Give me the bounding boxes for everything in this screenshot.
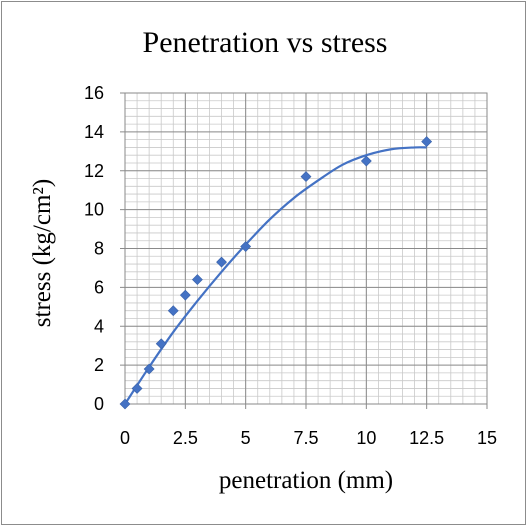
data-point xyxy=(300,171,312,183)
y-axis-ticks: 0 2 4 6 8 10 12 14 16 xyxy=(84,83,125,414)
data-point xyxy=(216,256,227,268)
trendline xyxy=(124,146,427,405)
x-tick-label: 0 xyxy=(120,428,130,448)
y-axis-label: stress (kg/cm²) xyxy=(29,179,56,327)
y-tick-label: 6 xyxy=(94,277,104,297)
data-point xyxy=(421,136,433,148)
chart-title: Penetration vs stress xyxy=(143,26,388,59)
x-axis-label: penetration (mm) xyxy=(219,467,393,494)
x-axis-ticks: 0 2.5 5 7.5 10 12.5 15 xyxy=(120,404,497,448)
y-tick-label: 4 xyxy=(94,316,104,336)
data-points xyxy=(119,136,433,410)
trend-curve xyxy=(124,146,427,405)
y-tick-label: 8 xyxy=(94,239,104,259)
y-tick-label: 14 xyxy=(84,122,104,142)
data-point xyxy=(131,383,143,394)
y-tick-label: 10 xyxy=(84,200,104,220)
data-point xyxy=(167,305,179,317)
x-tick-label: 7.5 xyxy=(293,428,318,448)
y-tick-label: 12 xyxy=(84,161,104,181)
data-point xyxy=(179,289,191,301)
y-tick-label: 0 xyxy=(94,394,104,414)
data-point xyxy=(143,363,155,375)
data-point xyxy=(360,155,372,167)
x-tick-label: 15 xyxy=(477,428,497,448)
x-tick-label: 12.5 xyxy=(409,428,444,448)
data-point xyxy=(191,274,203,286)
x-tick-label: 5 xyxy=(241,428,251,448)
y-tick-label: 2 xyxy=(94,355,104,375)
x-tick-label: 2.5 xyxy=(173,428,198,448)
data-point xyxy=(155,338,167,350)
y-tick-label: 16 xyxy=(84,83,104,103)
data-point xyxy=(240,241,252,252)
data-point xyxy=(119,398,131,410)
x-tick-label: 10 xyxy=(356,428,376,448)
